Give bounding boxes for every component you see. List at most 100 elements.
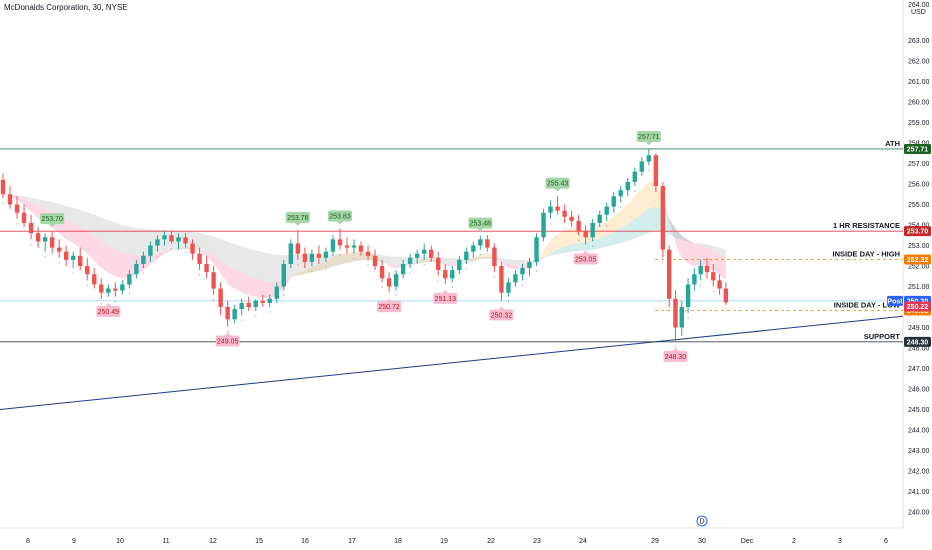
ema-ribbon-slow (694, 242, 701, 246)
candle-marker (381, 286, 383, 288)
x-tick-label: 24 (579, 538, 587, 545)
trough-label: 248.30 (665, 354, 687, 361)
candle-marker (184, 251, 187, 254)
peak-label: 255.43 (547, 181, 569, 188)
candle-marker (325, 266, 327, 268)
ema-ribbon-slow (262, 252, 270, 283)
candle-body (309, 253, 315, 262)
candle-body (704, 266, 710, 273)
candle-body (499, 266, 504, 293)
candle-body (414, 253, 420, 258)
ema-ribbon-slow (178, 230, 186, 250)
y-tick-label: 259.00 (908, 120, 930, 127)
ema-ribbon-fast (241, 272, 249, 296)
x-tick-label: 8 (26, 538, 30, 545)
candle-body (330, 239, 336, 252)
candle-body (562, 210, 567, 217)
trough-label-pointer (672, 347, 679, 351)
candle-marker (2, 202, 4, 204)
candle-body (35, 233, 41, 242)
candle-body (443, 270, 448, 279)
candle-body (99, 284, 104, 293)
candle-body (323, 251, 329, 258)
ema-ribbon-slow (557, 246, 565, 255)
y-tick-label: 251.00 (908, 284, 930, 291)
candle-body (78, 255, 83, 266)
candle-body (485, 239, 490, 248)
candle-body (106, 288, 111, 293)
trough-label-bg (489, 309, 514, 321)
candle-marker (712, 290, 714, 293)
ema-ribbon-slow (613, 228, 621, 245)
level-label: ATH (885, 139, 900, 148)
ema-ribbon-fast (675, 228, 682, 258)
peak-label-bg (636, 130, 661, 142)
ema-ribbon-fast (171, 247, 179, 252)
peak-label-pointer (645, 141, 652, 145)
y-tick-label: 243.00 (908, 448, 930, 455)
ema-ribbon-slow (354, 253, 362, 262)
ema-ribbon-fast (101, 241, 109, 273)
ema-ribbon-slow (199, 233, 207, 253)
ema-ribbon-fast (466, 258, 474, 264)
trough-label: 251.13 (435, 296, 457, 303)
candle-body (218, 288, 223, 307)
candle-marker (437, 280, 439, 282)
candle-marker (227, 330, 229, 333)
candle-body (169, 235, 174, 242)
ema-ribbon-slow (681, 235, 689, 242)
candle-marker (634, 190, 636, 192)
ema-ribbon-fast (473, 254, 481, 262)
candle-body (711, 272, 716, 281)
candle-body (316, 253, 322, 258)
level-tag-value: 248.30 (907, 339, 929, 346)
candle-body (56, 247, 62, 252)
candle-marker (198, 274, 201, 276)
ema-ribbon-slow (564, 244, 572, 253)
ema-ribbon-slow (571, 242, 579, 252)
ema-ribbon-slow (719, 247, 726, 259)
currency-unit-label: USD (911, 9, 926, 16)
candle-body (190, 243, 195, 254)
x-tick-label: 6 (884, 538, 888, 545)
candle-body (569, 216, 574, 221)
candle-marker (700, 284, 702, 286)
candle-body (351, 245, 357, 248)
candle-marker (283, 295, 285, 297)
y-tick-label: 261.00 (908, 79, 930, 86)
trough-label-bg (215, 335, 240, 347)
trough-label: 250.32 (491, 312, 513, 319)
y-tick-label: 254.00 (908, 223, 930, 230)
candle-body (42, 237, 48, 242)
candle-body (492, 247, 497, 266)
ema-ribbon-fast (157, 251, 165, 260)
candle-marker (44, 256, 46, 258)
candle-marker (423, 264, 425, 266)
ema-ribbon-slow (94, 214, 102, 242)
ema-ribbon-slow (24, 196, 32, 203)
candle-body (597, 214, 602, 223)
candle-body (685, 284, 691, 307)
event-marker (696, 515, 708, 527)
peak-label-bg (285, 211, 310, 223)
candle-body (281, 263, 286, 287)
ema-ribbon-slow (417, 256, 425, 264)
candle-body (183, 237, 188, 244)
ema-ribbon-fast (354, 251, 362, 262)
level-label: SUPPORT (864, 332, 901, 341)
ema-ribbon-slow (255, 250, 263, 281)
ema-ribbon-slow (332, 254, 340, 267)
ema-ribbon-fast (417, 259, 425, 264)
ema-ribbon-fast (248, 275, 256, 297)
trough-label-pointer (582, 250, 589, 254)
ema-ribbon-fast (459, 261, 467, 265)
candle-marker (170, 247, 173, 250)
ema-ribbon-slow (73, 207, 81, 227)
ema-ribbon-slow (480, 256, 488, 260)
ema-ribbon-fast (706, 247, 714, 271)
candle-body (534, 237, 539, 262)
ema-ribbon-fast (234, 269, 242, 293)
ema-ribbon-slow (122, 224, 130, 255)
ema-ribbon-slow (445, 257, 453, 265)
